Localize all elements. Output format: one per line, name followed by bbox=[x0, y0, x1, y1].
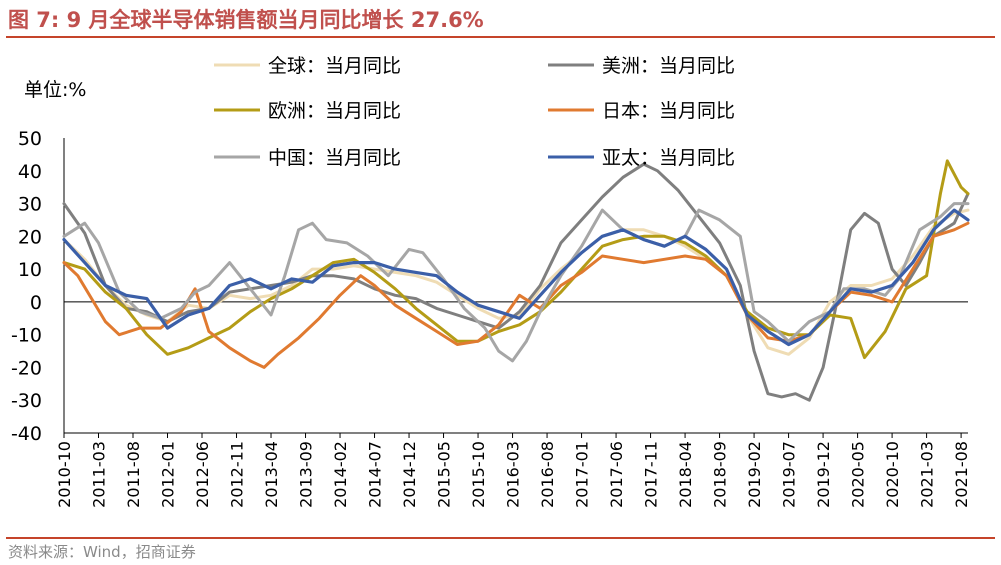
y-tick-label: 40 bbox=[18, 161, 42, 183]
chart-title: 图 7: 9 月全球半导体销售额当月同比增长 27.6% bbox=[8, 8, 484, 32]
y-tick-label: 0 bbox=[30, 292, 42, 314]
legend-label-0: 全球：当月同比 bbox=[268, 55, 401, 77]
legend-label-5: 亚太：当月同比 bbox=[602, 147, 735, 169]
x-tick-label: 2019-12 bbox=[814, 441, 833, 508]
series-line-1 bbox=[62, 162, 970, 402]
legend-label-4: 中国：当月同比 bbox=[268, 147, 401, 169]
legend-label-1: 美洲：当月同比 bbox=[602, 55, 735, 77]
x-tick-label: 2012-06 bbox=[193, 441, 212, 508]
y-tick-label: 30 bbox=[18, 194, 42, 216]
x-tick-label: 2013-09 bbox=[297, 441, 316, 508]
x-tick-label: 2012-01 bbox=[159, 441, 178, 508]
y-axis-ticks: -40 -30 -20 -10 0 10 20 30 40 50 bbox=[11, 128, 42, 445]
x-tick-label: 2017-11 bbox=[642, 441, 661, 508]
x-tick-label: 2018-09 bbox=[711, 441, 730, 508]
series-line-3 bbox=[62, 221, 970, 369]
series-line-4 bbox=[62, 202, 970, 363]
x-axis: 2010-10 2011-03 2011-08 2012-01 2012-06 2012-… bbox=[55, 138, 971, 508]
x-tick-label: 2015-10 bbox=[469, 441, 488, 508]
chart-series bbox=[62, 159, 970, 402]
x-tick-label: 2019-07 bbox=[780, 441, 799, 508]
series-line-0 bbox=[62, 208, 970, 356]
x-tick-label: 2019-02 bbox=[745, 441, 764, 508]
x-tick-label: 2020-05 bbox=[849, 441, 868, 508]
legend-label-3: 日本：当月同比 bbox=[602, 100, 735, 122]
y-tick-label: 10 bbox=[18, 259, 42, 281]
x-tick-label: 2014-12 bbox=[400, 441, 419, 508]
x-tick-label: 2017-06 bbox=[607, 441, 626, 508]
y-tick-label: 50 bbox=[18, 128, 42, 150]
x-tick-label: 2014-07 bbox=[366, 441, 385, 508]
legend-label-2: 欧洲：当月同比 bbox=[268, 100, 401, 122]
series-line-5 bbox=[62, 208, 970, 347]
y-tick-label: 20 bbox=[18, 226, 42, 248]
x-tick-label: 2017-01 bbox=[573, 441, 592, 508]
x-tick-label: 2021-08 bbox=[952, 441, 971, 508]
x-tick-label: 2014-02 bbox=[331, 441, 350, 508]
y-tick-label: -10 bbox=[11, 325, 42, 347]
x-tick-label: 2015-05 bbox=[435, 441, 454, 508]
x-tick-label: 2011-03 bbox=[90, 441, 109, 508]
x-tick-label: 2011-08 bbox=[124, 441, 143, 508]
y-tick-label: -40 bbox=[11, 423, 42, 445]
y-tick-label: -20 bbox=[11, 357, 42, 379]
title-divider bbox=[6, 36, 995, 38]
x-tick-label: 2013-04 bbox=[262, 441, 281, 508]
x-tick-label: 2018-04 bbox=[676, 441, 695, 508]
source-note: 资料来源：Wind，招商证券 bbox=[8, 543, 196, 561]
x-tick-label: 2021-03 bbox=[918, 441, 937, 508]
y-axis-unit-label: 单位:% bbox=[24, 79, 86, 101]
x-tick-label: 2010-10 bbox=[55, 441, 74, 508]
x-tick-label: 2016-08 bbox=[538, 441, 557, 508]
y-tick-label: -30 bbox=[11, 390, 42, 412]
footer-divider bbox=[6, 537, 995, 539]
x-tick-label: 2012-11 bbox=[228, 441, 247, 508]
x-tick-label: 2020-10 bbox=[883, 441, 902, 508]
x-tick-label: 2016-03 bbox=[504, 441, 523, 508]
